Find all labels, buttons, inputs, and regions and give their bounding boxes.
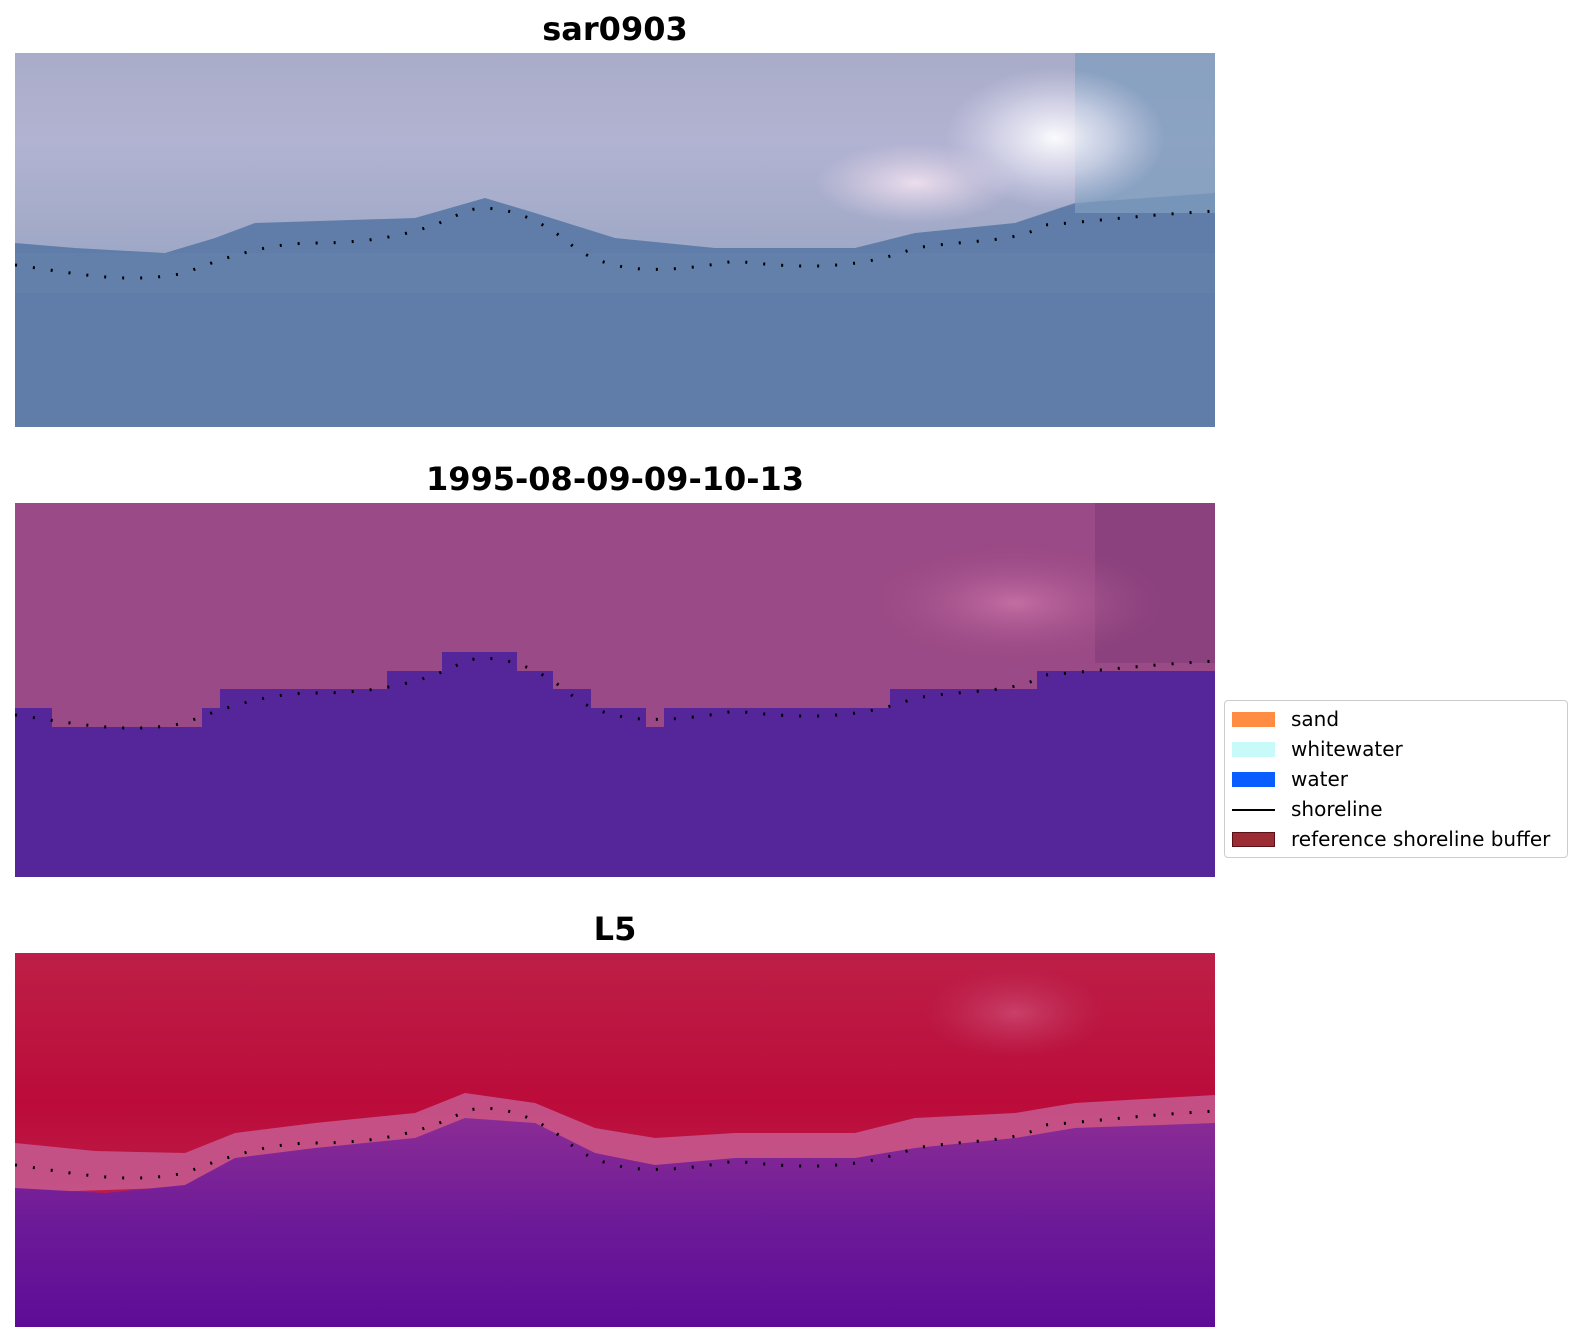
classified-image-panel (15, 503, 1215, 877)
legend-item-sand: sand (1225, 703, 1567, 733)
legend-item-shoreline: shoreline (1225, 793, 1567, 823)
pink-haze (815, 143, 1015, 223)
index-image-panel (15, 953, 1215, 1327)
shoreline-swatch (1232, 809, 1275, 811)
water-class-region (15, 652, 1215, 877)
legend-label: sand (1291, 707, 1340, 731)
nearshore-band (15, 253, 1215, 293)
panel-title-sar: sar0903 (542, 10, 688, 48)
lower-region (15, 1118, 1215, 1327)
legend: sand whitewater water shoreline referenc… (1224, 700, 1568, 858)
legend-label: water (1291, 767, 1348, 791)
water-swatch (1232, 772, 1275, 787)
reference-buffer-swatch (1232, 832, 1275, 847)
legend-item-whitewater: whitewater (1225, 733, 1567, 763)
sand-swatch (1232, 712, 1275, 727)
satellite-image-panel (15, 53, 1215, 427)
bright-patch (925, 968, 1105, 1058)
bright-land-patch (865, 543, 1165, 663)
panel-title-date: 1995-08-09-09-10-13 (425, 460, 805, 498)
legend-item-water: water (1225, 763, 1567, 793)
legend-label: shoreline (1291, 797, 1383, 821)
whitewater-swatch (1232, 742, 1275, 757)
legend-item-reference-buffer: reference shoreline buffer (1225, 823, 1567, 853)
legend-label: whitewater (1291, 737, 1403, 761)
panel-title-sensor: L5 (593, 910, 637, 948)
legend-label: reference shoreline buffer (1291, 827, 1551, 851)
